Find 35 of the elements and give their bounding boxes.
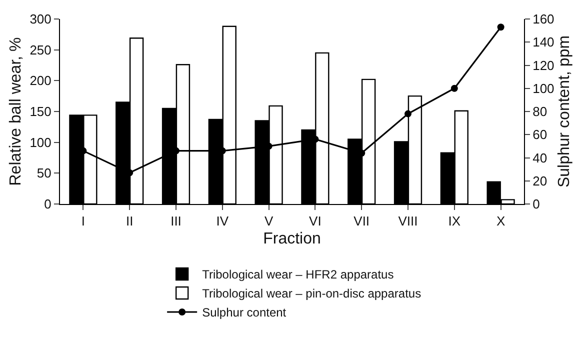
x-tick-label: II	[126, 214, 134, 229]
x-tick-label: IV	[216, 214, 229, 229]
x-tick-label: X	[496, 214, 506, 229]
y2-tick-label: 0	[532, 196, 540, 212]
x-tick-label: V	[264, 214, 274, 229]
x-axis-title: Fraction	[263, 230, 321, 248]
x-tick-label: I	[81, 214, 86, 229]
y-tick-label: 100	[30, 134, 52, 150]
y2-tick-label: 100	[532, 80, 554, 96]
y2-tick-label: 120	[532, 58, 554, 73]
x-tick-label: VIII	[398, 214, 418, 229]
legend-label: Tribological wear – pin-on-disc apparatus	[202, 286, 422, 301]
x-tick-label: IX	[448, 214, 461, 229]
legend-label: Tribological wear – HFR2 apparatus	[202, 268, 394, 282]
y2-tick-label: 160	[532, 12, 554, 27]
point	[404, 110, 412, 118]
x-tick-label: VII	[354, 214, 370, 229]
y2-axis-title: Sulphur content, ppm	[556, 35, 574, 188]
y-tick-label: 50	[36, 166, 52, 181]
x-tick-label: VI	[309, 214, 322, 229]
y-tick-label: 0	[44, 196, 52, 212]
legend-label: Sulphur content	[202, 306, 287, 320]
point	[450, 84, 458, 92]
y-tick-label: 200	[30, 73, 52, 88]
y-axis-title: Relative ball wear, %	[8, 37, 25, 186]
y2-tick-label: 20	[532, 173, 548, 188]
y2-tick-label: 140	[532, 34, 554, 50]
y-tick-label: 150	[30, 104, 52, 120]
x-tick-label: III	[170, 214, 182, 229]
y2-tick-label: 60	[532, 127, 548, 142]
y-tick-label: 300	[30, 12, 52, 27]
y2-tick-label: 40	[532, 150, 548, 166]
y-tick-label: 250	[30, 42, 52, 58]
y2-tick-label: 80	[532, 104, 548, 120]
point	[497, 24, 504, 31]
